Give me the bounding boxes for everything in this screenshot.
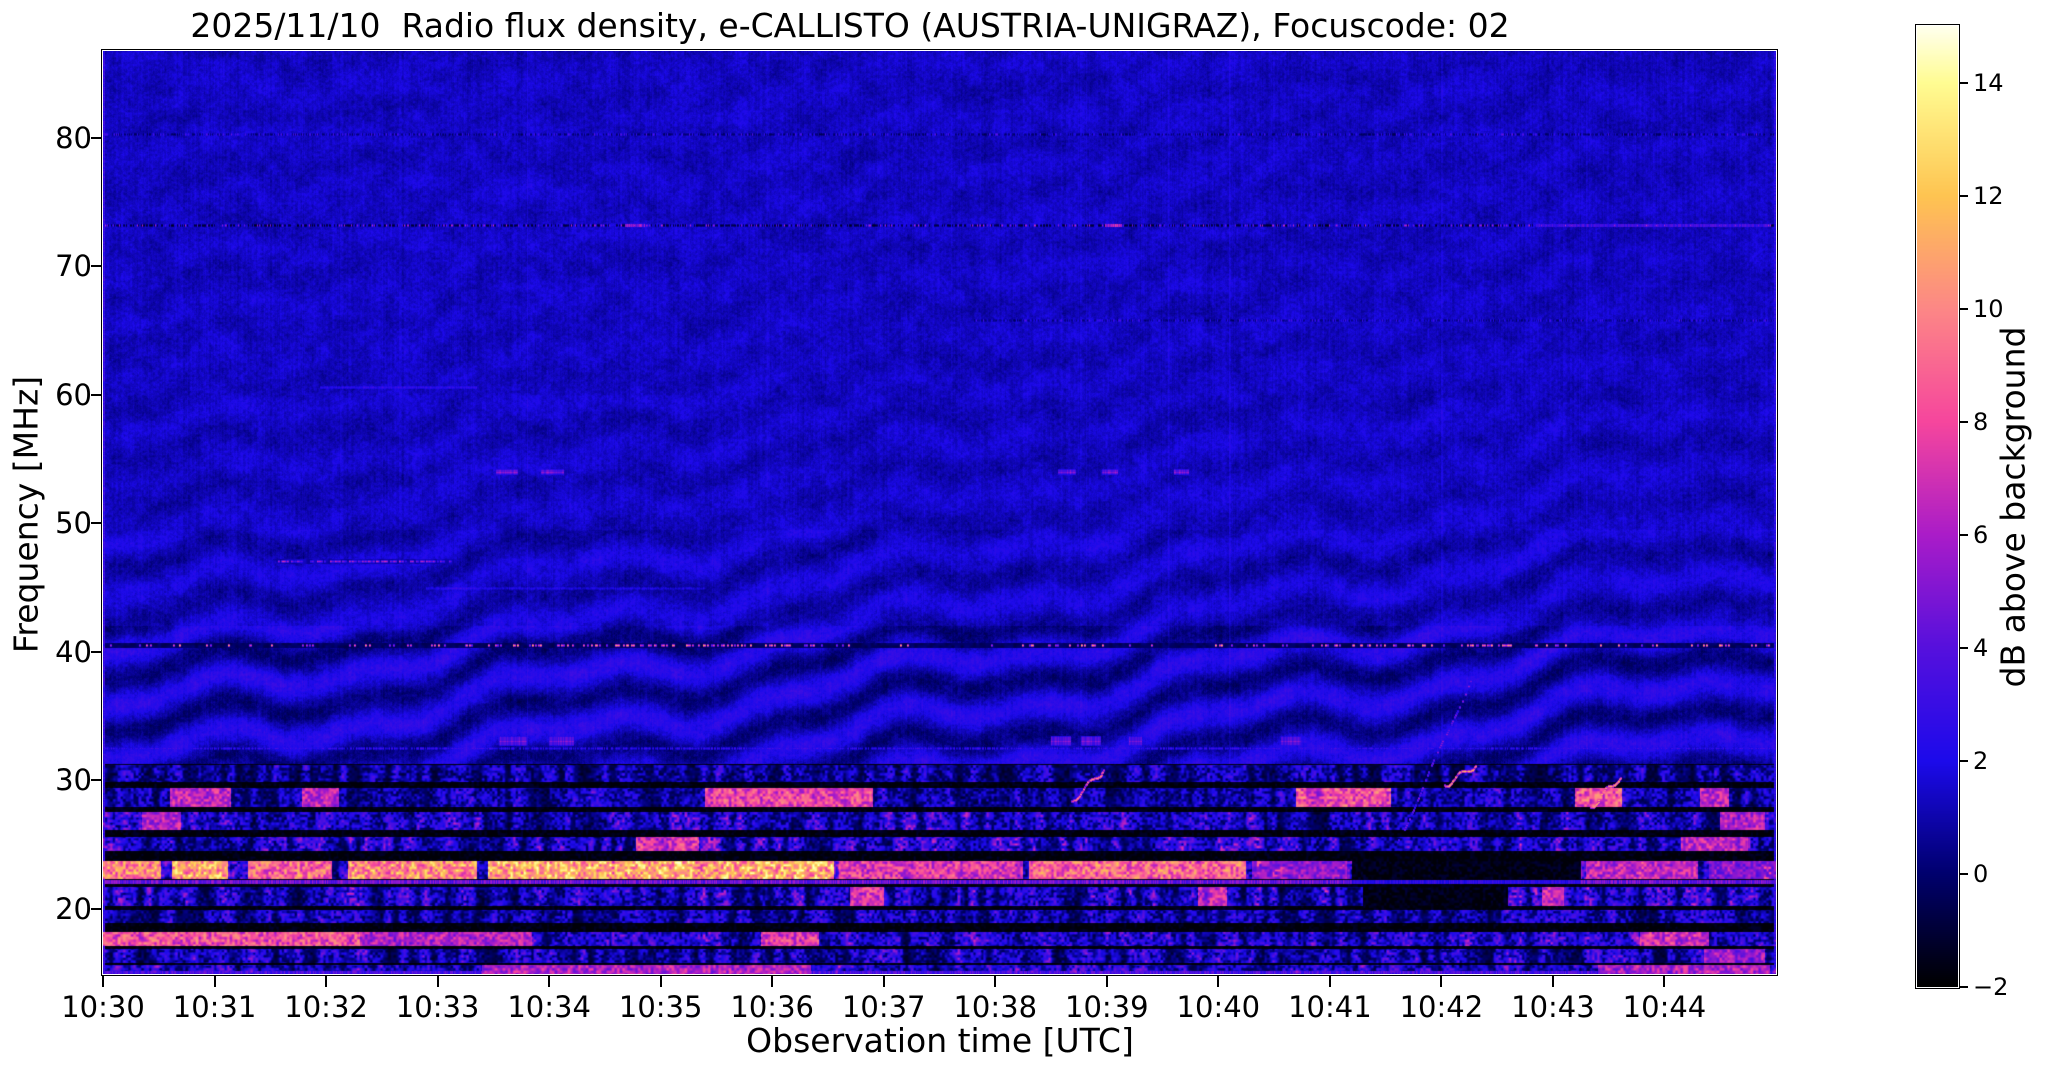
y-tick-mark <box>91 522 102 525</box>
x-tick-label: 10:37 <box>841 990 926 1024</box>
y-tick-mark <box>91 136 102 139</box>
x-tick-label: 10:39 <box>1065 990 1149 1024</box>
colorbar-canvas <box>1917 26 1958 987</box>
x-tick-label: 10:41 <box>1288 990 1372 1024</box>
y-tick-mark <box>91 650 102 653</box>
y-tick-label: 80 <box>55 120 92 155</box>
spectrogram-canvas <box>103 51 1776 974</box>
x-tick-mark <box>1217 976 1220 987</box>
x-tick-label: 10:43 <box>1511 990 1595 1024</box>
colorbar-label: dB above background <box>1993 326 2033 688</box>
x-tick-label: 10:31 <box>172 990 257 1024</box>
y-tick-label: 20 <box>55 891 92 926</box>
chart-title: 2025/11/10 Radio flux density, e-CALLIST… <box>190 6 1510 45</box>
x-tick-mark <box>1663 976 1666 987</box>
colorbar-tick-mark <box>1959 759 1968 762</box>
x-tick-label: 10:34 <box>507 990 591 1024</box>
x-tick-mark <box>102 976 104 987</box>
x-tick-label: 10:32 <box>284 990 368 1024</box>
colorbar-tick-label: 8 <box>1973 407 1989 436</box>
x-tick-mark <box>325 976 328 987</box>
x-tick-mark <box>659 976 662 987</box>
x-tick-label: 10:38 <box>953 990 1038 1024</box>
colorbar-tick-label: 0 <box>1973 859 1989 888</box>
plot-axes-frame <box>101 49 1778 976</box>
colorbar-tick-mark <box>1959 872 1968 875</box>
colorbar-tick-label: 12 <box>1973 181 2004 210</box>
colorbar-tick-mark <box>1959 81 1968 84</box>
x-tick-label: 10:42 <box>1399 990 1484 1024</box>
colorbar-tick-label: 14 <box>1973 68 2004 97</box>
colorbar-tick-label: 2 <box>1973 746 1989 775</box>
x-tick-mark <box>436 976 439 987</box>
x-axis-label: Observation time [UTC] <box>746 1021 1134 1060</box>
x-tick-mark <box>1440 976 1443 987</box>
x-tick-label: 10:36 <box>730 990 814 1024</box>
y-tick-label: 30 <box>55 763 92 798</box>
x-tick-mark <box>1551 976 1554 987</box>
colorbar-tick-mark <box>1959 307 1968 310</box>
y-tick-label: 40 <box>55 634 92 669</box>
x-tick-mark <box>882 976 885 987</box>
x-tick-label: 10:40 <box>1176 990 1261 1024</box>
colorbar-frame <box>1915 24 1960 989</box>
y-tick-mark <box>91 265 102 268</box>
colorbar-tick-label: 10 <box>1973 294 2004 323</box>
x-tick-label: 10:35 <box>618 990 703 1024</box>
colorbar-tick-mark <box>1959 533 1968 536</box>
y-tick-label: 50 <box>55 506 92 541</box>
colorbar-tick-mark <box>1959 194 1968 197</box>
x-tick-mark <box>771 976 774 987</box>
colorbar-tick-mark <box>1959 420 1968 423</box>
x-tick-mark <box>1105 976 1108 987</box>
colorbar-tick-label: −2 <box>1973 973 2009 1001</box>
y-tick-label: 70 <box>55 249 92 284</box>
colorbar-tick-label: 6 <box>1973 520 1989 549</box>
x-tick-label: 10:44 <box>1622 990 1707 1024</box>
x-tick-label: 10:30 <box>61 990 145 1024</box>
colorbar-tick-mark <box>1959 986 1968 988</box>
colorbar-tick-mark <box>1959 646 1968 649</box>
x-tick-label: 10:33 <box>395 990 480 1024</box>
y-tick-mark <box>91 779 102 782</box>
x-tick-mark <box>548 976 551 987</box>
y-tick-mark <box>91 393 102 396</box>
colorbar-tick-label: 4 <box>1973 633 1989 662</box>
y-tick-label: 60 <box>55 377 92 412</box>
x-tick-mark <box>1328 976 1331 987</box>
x-tick-mark <box>994 976 997 987</box>
x-tick-mark <box>213 976 216 987</box>
y-tick-mark <box>91 907 102 910</box>
